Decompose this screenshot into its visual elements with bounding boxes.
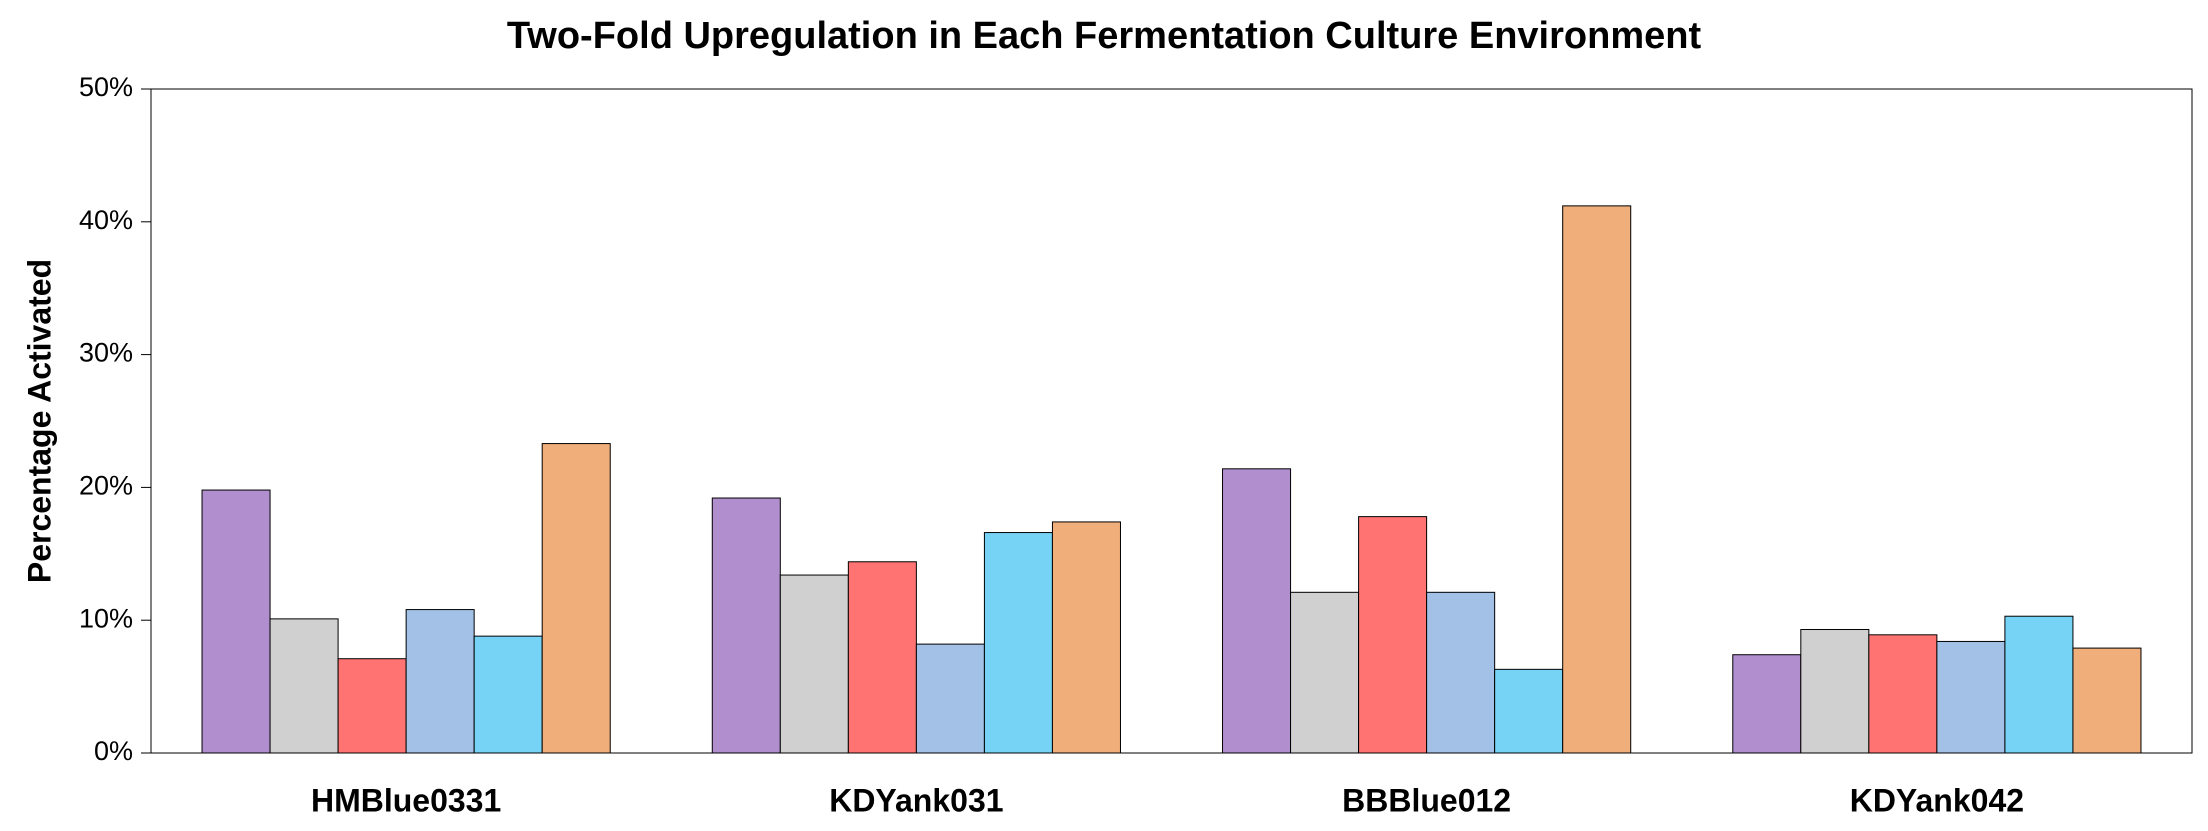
bar xyxy=(473,635,543,754)
bar xyxy=(269,618,339,754)
bar xyxy=(1494,668,1564,754)
plot-area xyxy=(150,88,2193,754)
chart-title: Two-Fold Upregulation in Each Fermentati… xyxy=(507,15,1702,57)
x-tick-label: HMBlue0331 xyxy=(311,782,501,818)
bar xyxy=(2072,647,2142,754)
bar xyxy=(405,609,475,754)
y-tick-label: 40% xyxy=(79,205,133,235)
bar xyxy=(1290,591,1360,754)
bar xyxy=(983,532,1053,754)
bar xyxy=(1358,516,1428,754)
bar xyxy=(541,443,611,754)
y-tick-label: 0% xyxy=(94,736,133,766)
y-tick-label: 10% xyxy=(79,603,133,633)
y-axis-title: Percentage Activated xyxy=(21,259,57,583)
bar xyxy=(337,658,407,754)
bar xyxy=(1936,640,2006,754)
bar xyxy=(711,497,781,754)
bar xyxy=(1222,468,1292,754)
bar xyxy=(1732,654,1802,754)
bar xyxy=(1868,634,1938,754)
bar xyxy=(1562,205,1632,754)
y-tick-label: 30% xyxy=(79,338,133,368)
bar xyxy=(779,574,849,754)
x-tick-label: BBBlue012 xyxy=(1342,782,1511,818)
bar xyxy=(1800,628,1870,754)
x-tick-label: KDYank042 xyxy=(1850,782,2024,818)
bar xyxy=(1426,591,1496,754)
y-tick-label: 50% xyxy=(79,72,133,102)
bar xyxy=(915,643,985,754)
bar xyxy=(2004,615,2074,754)
bar xyxy=(1051,521,1121,754)
bar xyxy=(201,489,271,754)
x-tick-label: KDYank031 xyxy=(829,782,1003,818)
y-tick-label: 20% xyxy=(79,471,133,501)
bar xyxy=(847,561,917,754)
